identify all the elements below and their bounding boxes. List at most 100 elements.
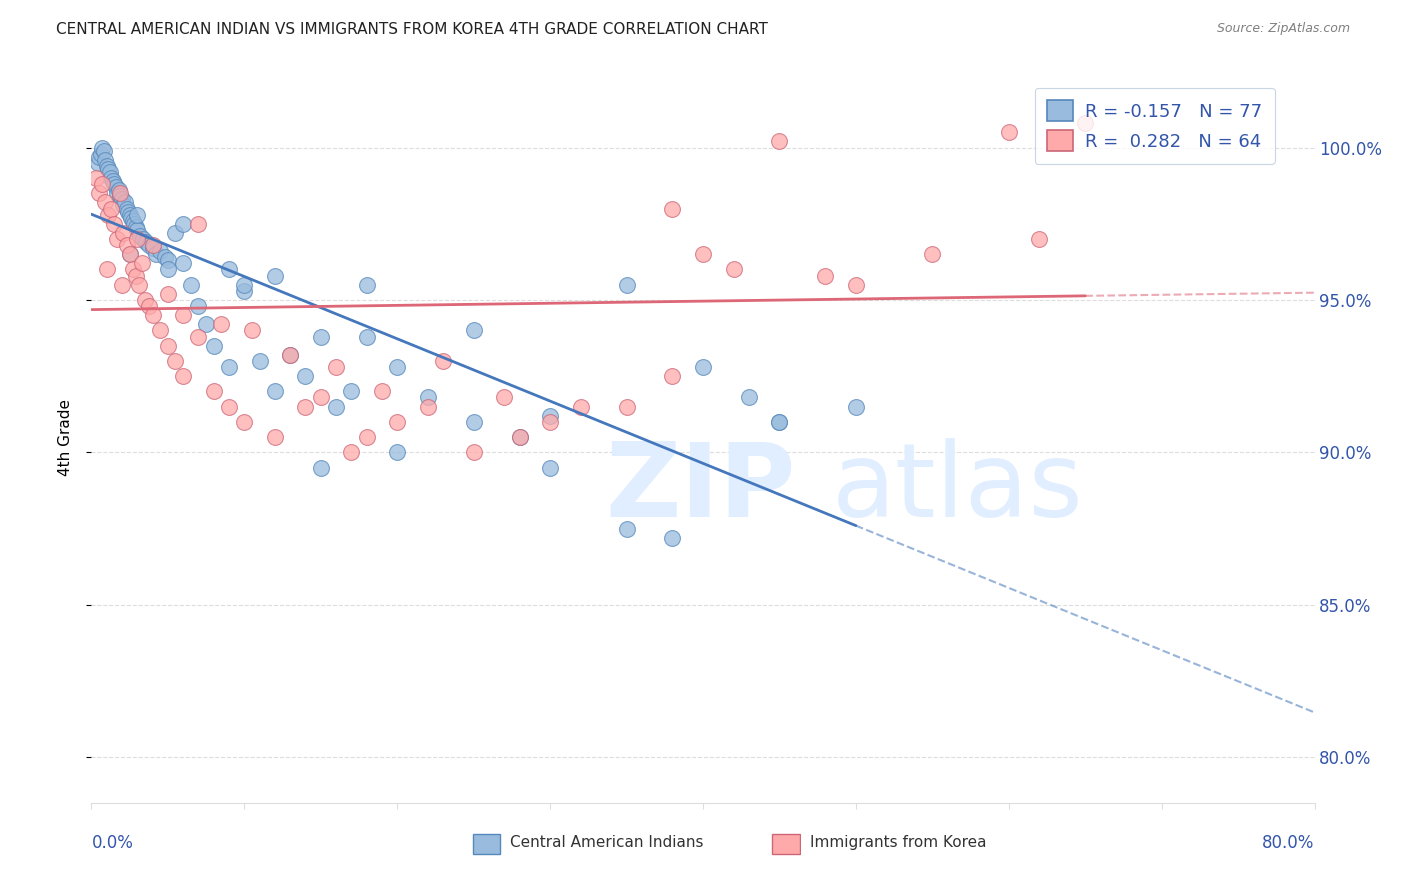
Point — [141, 238, 163, 252]
Point — [100, 171, 122, 186]
Point — [101, 174, 124, 188]
Point — [97, 161, 120, 176]
Point — [294, 400, 316, 414]
Point — [233, 415, 256, 429]
Point — [569, 400, 592, 414]
Point — [845, 277, 868, 292]
Point — [278, 348, 301, 362]
Point — [112, 198, 135, 212]
Point — [1028, 232, 1050, 246]
Point — [94, 195, 117, 210]
Point — [768, 415, 790, 429]
Point — [249, 354, 271, 368]
Point — [87, 150, 110, 164]
Point — [538, 415, 561, 429]
Text: CENTRAL AMERICAN INDIAN VS IMMIGRANTS FROM KOREA 4TH GRADE CORRELATION CHART: CENTRAL AMERICAN INDIAN VS IMMIGRANTS FR… — [56, 22, 768, 37]
Point — [195, 318, 218, 332]
Point — [616, 522, 638, 536]
Point — [127, 208, 149, 222]
Text: Immigrants from Korea: Immigrants from Korea — [810, 836, 987, 850]
Point — [118, 247, 141, 261]
Point — [187, 329, 209, 343]
Point — [509, 430, 531, 444]
Point — [93, 144, 115, 158]
Point — [385, 415, 409, 429]
Point — [91, 140, 114, 154]
Text: Central American Indians: Central American Indians — [510, 836, 704, 850]
Point — [138, 238, 160, 252]
Point — [768, 135, 790, 149]
Text: 0.0%: 0.0% — [91, 834, 134, 852]
Point — [153, 250, 176, 264]
Point — [814, 268, 837, 283]
Point — [115, 202, 138, 216]
Point — [463, 415, 485, 429]
Point — [108, 183, 131, 197]
Point — [111, 277, 134, 292]
Point — [738, 391, 761, 405]
Point — [845, 400, 868, 414]
Point — [91, 177, 114, 191]
Point — [104, 180, 127, 194]
Point — [110, 189, 132, 203]
Point — [84, 171, 107, 186]
Text: ZIP: ZIP — [605, 438, 796, 539]
Point — [340, 445, 363, 459]
Point — [141, 308, 163, 322]
Point — [156, 339, 179, 353]
Point — [218, 359, 240, 374]
Point — [509, 430, 531, 444]
Point — [356, 430, 378, 444]
Point — [112, 226, 135, 240]
Point — [165, 354, 187, 368]
Point — [145, 247, 167, 261]
Point — [120, 211, 142, 225]
Point — [661, 369, 683, 384]
Point — [132, 232, 155, 246]
Point — [1074, 116, 1097, 130]
Point — [128, 277, 150, 292]
Point — [240, 323, 263, 337]
Point — [172, 308, 194, 322]
Point — [87, 186, 110, 201]
Point — [165, 226, 187, 240]
Point — [110, 186, 132, 201]
Y-axis label: 4th Grade: 4th Grade — [58, 399, 73, 475]
Point — [127, 223, 149, 237]
Point — [114, 195, 136, 210]
Point — [309, 329, 332, 343]
Point — [538, 460, 561, 475]
Point — [494, 391, 516, 405]
Point — [233, 277, 256, 292]
Point — [264, 384, 287, 399]
Point — [135, 235, 157, 249]
Point — [921, 247, 943, 261]
Point — [616, 400, 638, 414]
Point — [264, 268, 287, 283]
Point — [131, 256, 153, 270]
Bar — [472, 834, 501, 854]
Point — [118, 247, 141, 261]
Point — [998, 125, 1021, 139]
Point — [294, 369, 316, 384]
Point — [98, 165, 121, 179]
Point — [96, 262, 118, 277]
Point — [616, 277, 638, 292]
Point — [325, 359, 347, 374]
Point — [105, 186, 128, 201]
Point — [138, 299, 160, 313]
Point — [309, 460, 332, 475]
Point — [692, 247, 714, 261]
Point — [117, 204, 139, 219]
Legend: R = -0.157   N = 77, R =  0.282   N = 64: R = -0.157 N = 77, R = 0.282 N = 64 — [1035, 87, 1275, 164]
Point — [538, 409, 561, 423]
Point — [661, 202, 683, 216]
Point — [172, 369, 194, 384]
Point — [141, 241, 163, 255]
Point — [90, 146, 112, 161]
Bar — [772, 834, 800, 854]
Point — [100, 202, 122, 216]
Point — [218, 262, 240, 277]
Point — [416, 400, 439, 414]
Point — [463, 445, 485, 459]
